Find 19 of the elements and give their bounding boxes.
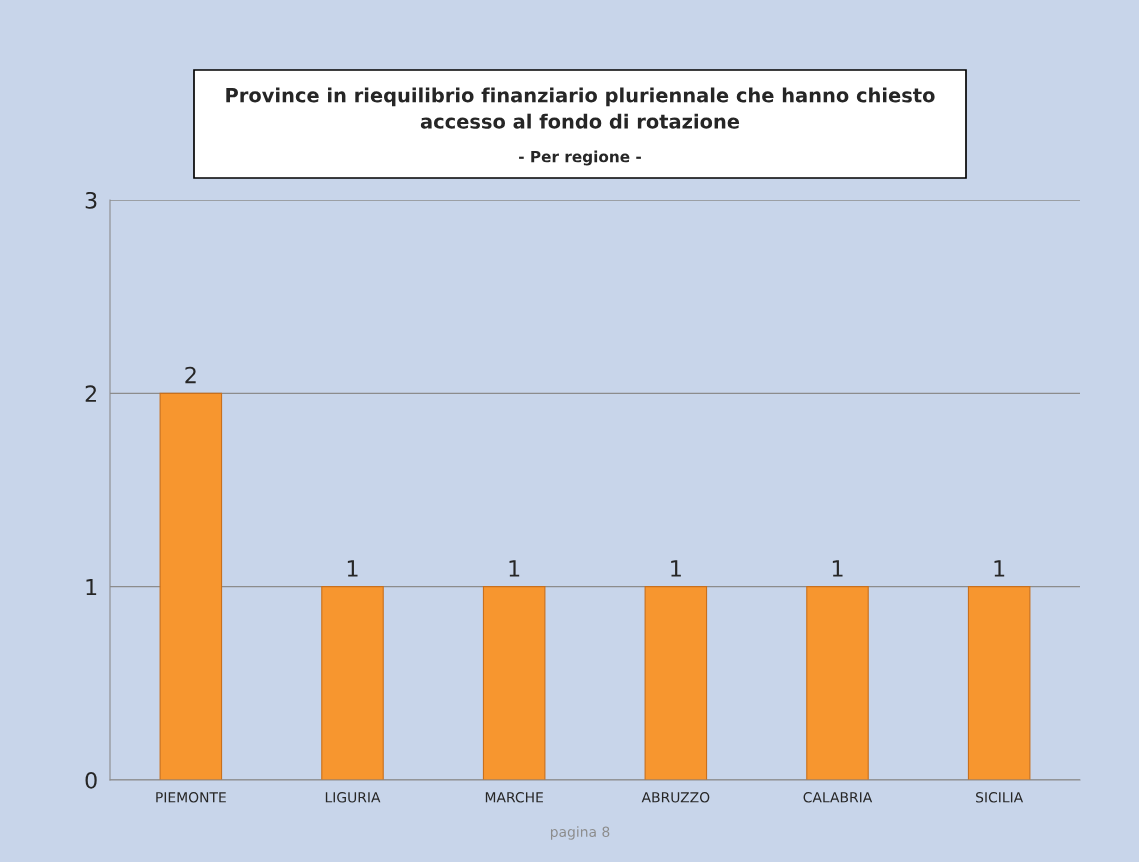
x-tick-label: MARCHE — [485, 792, 543, 803]
y-tick-label: 1 — [86, 578, 97, 596]
x-tick-label: SICILIA — [976, 792, 1024, 803]
x-tick-label: ABRUZZO — [641, 792, 710, 803]
data-label: 1 — [671, 560, 681, 577]
data-label: 1 — [832, 560, 843, 577]
x-tick-label: LIGURIA — [325, 792, 381, 803]
chart-title: Province in riequilibrio finanziario pluriennale che hanno chiesto accesso al fondo di rotazione — [226, 87, 935, 129]
y-tick-label: 0 — [85, 771, 97, 789]
data-label: 1 — [994, 560, 1005, 577]
y-tick-label: 2 — [85, 385, 96, 402]
x-tick-label: CALABRIA — [803, 792, 873, 803]
data-label: 1 — [509, 560, 520, 577]
text: pagina 8 — [550, 826, 610, 840]
data-label: 2 — [185, 366, 196, 384]
y-tick-label: 3 — [85, 191, 97, 209]
x-tick-label: PIEMONTE — [156, 792, 226, 803]
chart-subtitle: - Per regione - — [519, 150, 641, 166]
data-label: 1 — [347, 560, 358, 577]
